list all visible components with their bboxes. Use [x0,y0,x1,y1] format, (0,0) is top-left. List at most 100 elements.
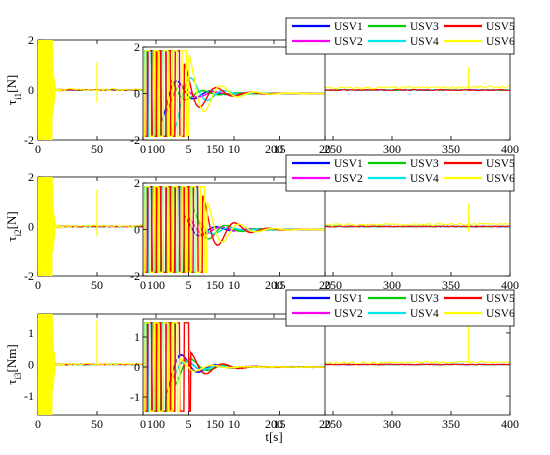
inset-2: 0 5 10 15 20-202 [130,176,331,292]
x-tick-label: 300 [383,142,401,156]
x-tick-label: 200 [265,417,283,431]
y-tick-label: -2 [24,133,34,147]
y-axis-label: τi2[N] [4,211,23,241]
inset-y-tick-label: 2 [134,176,140,190]
x-tick-label: 100 [147,417,165,431]
x-tick-label: 400 [501,417,519,431]
legend-label-usv2: USV2 [334,173,363,185]
legend-label-usv4: USV4 [410,36,439,48]
y-axis-label: τi3[Nm] [4,344,23,384]
legend-box [285,154,515,192]
x-tick-label: 400 [501,278,519,292]
inset-x-tick-label: 15 [274,278,286,292]
x-tick-label: 200 [265,278,283,292]
legend-label-usv3: USV3 [410,293,439,305]
y-tick-label: 2 [28,33,34,47]
legend-label-usv3: USV3 [410,158,439,170]
legend-label-usv5: USV5 [486,158,515,170]
x-tick-label: 350 [442,417,460,431]
y-tick-label: 1 [28,326,34,340]
legend-label-usv4: USV4 [410,173,439,185]
inset-x-tick-label: 5 [186,417,192,431]
legend-label-usv6: USV6 [486,308,515,320]
y-axis-label: τi1[N] [4,75,23,105]
inset-x-tick-label: 0 [140,278,146,292]
legend-label-usv5: USV5 [486,293,515,305]
x-tick-label: 250 [324,417,342,431]
y-tick-label: -2 [24,269,34,283]
legend-1: USV1 USV2 USV3 USV4 USV5 USV6 [285,17,515,55]
x-tick-label: 250 [324,278,342,292]
legend-label-usv1: USV1 [334,21,363,33]
inset-x-tick-label: 20 [319,417,331,431]
x-tick-label: 0 [35,417,41,431]
inset-x-tick-label: 15 [274,142,286,156]
inset-x-tick-label: 5 [186,142,192,156]
subplot-3: 0 50 100 150 200 250 300 350 400-101τi3[Nm]t[s]0… [4,289,519,444]
legend-label-usv2: USV2 [334,308,363,320]
x-tick-label: 300 [383,417,401,431]
inset-1: 0 5 10 15 20-202 [130,40,331,156]
y-tick-label: -1 [24,389,34,403]
legend-label-usv6: USV6 [486,173,515,185]
inset-series-group [143,185,325,273]
legend-label-usv5: USV5 [486,21,515,33]
x-tick-label: 350 [442,142,460,156]
inset-series-line-usv6 [143,185,325,273]
inset-series-line-usv6 [143,322,325,412]
x-tick-label: 250 [324,142,342,156]
x-tick-label: 50 [91,142,103,156]
x-tick-label: 400 [501,142,519,156]
legend-label-usv4: USV4 [410,308,439,320]
inset-y-tick-label: -1 [130,390,140,404]
legend-label-usv1: USV1 [334,293,363,305]
inset-x-tick-label: 10 [228,142,240,156]
inset-x-tick-label: 0 [140,142,146,156]
legend-box [285,17,515,55]
x-tick-label: 350 [442,278,460,292]
legend-box [285,289,515,327]
legend-2: USV1 USV2 USV3 USV4 USV5 USV6 [285,154,515,192]
legend-3: USV1 USV2 USV3 USV4 USV5 USV6 [285,289,515,327]
inset-series-group [143,50,325,138]
inset-x-tick-label: 10 [228,417,240,431]
x-tick-label: 0 [35,142,41,156]
inset-y-tick-label: 0 [134,360,140,374]
inset-y-tick-label: 0 [134,87,140,101]
inset-y-tick-label: 2 [134,40,140,54]
inset-x-tick-label: 20 [319,278,331,292]
inset-y-tick-label: 0 [134,223,140,237]
legend-label-usv3: USV3 [410,21,439,33]
inset-x-tick-label: 0 [140,417,146,431]
inset-x-tick-label: 10 [228,278,240,292]
inset-x-tick-label: 15 [274,417,286,431]
x-tick-label: 0 [35,278,41,292]
inset-y-tick-label: -2 [130,133,140,147]
y-tick-label: 2 [28,170,34,184]
y-tick-label: 0 [28,358,34,372]
inset-x-tick-label: 5 [186,278,192,292]
legend-label-usv6: USV6 [486,36,515,48]
x-tick-label: 50 [91,278,103,292]
inset-series-line-usv6 [143,50,325,138]
y-tick-label: 0 [28,83,34,97]
inset-y-tick-label: 1 [134,330,140,344]
inset-series-group [143,322,325,412]
x-tick-label: 50 [91,417,103,431]
x-tick-label: 300 [383,278,401,292]
x-tick-label: 150 [206,278,224,292]
x-tick-label: 100 [147,142,165,156]
inset-3: 0 5 10 15 20-101 [130,318,331,431]
inset-y-tick-label: -2 [130,269,140,283]
x-tick-label: 100 [147,278,165,292]
x-axis-label: t[s] [265,429,282,444]
inset-x-tick-label: 20 [319,142,331,156]
x-tick-label: 150 [206,142,224,156]
x-tick-label: 150 [206,417,224,431]
y-tick-label: 0 [28,220,34,234]
legend-label-usv1: USV1 [334,158,363,170]
legend-label-usv2: USV2 [334,36,363,48]
